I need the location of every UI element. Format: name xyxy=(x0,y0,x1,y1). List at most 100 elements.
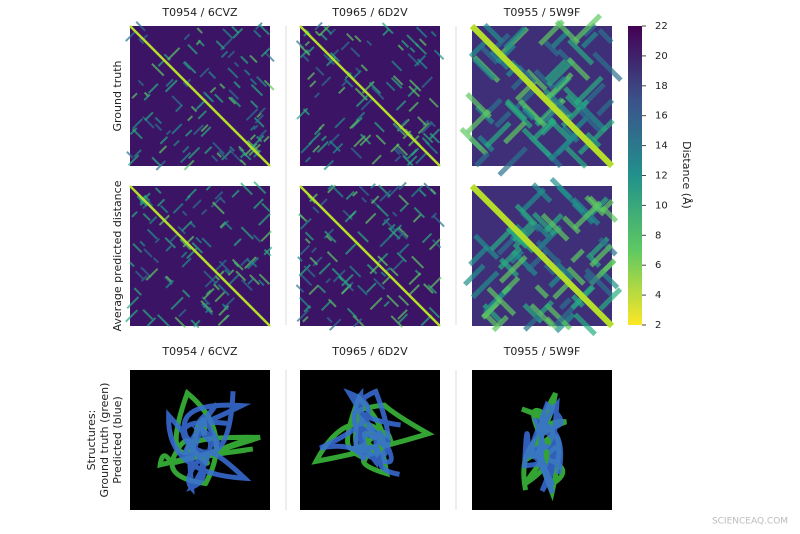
contact xyxy=(216,152,222,158)
contact xyxy=(408,85,421,98)
contact xyxy=(222,28,234,39)
contact xyxy=(410,184,424,198)
column-title: T0955 / 5W9F xyxy=(503,345,581,358)
contact xyxy=(142,212,151,222)
contact xyxy=(299,217,312,230)
structure-image xyxy=(130,370,270,510)
contact xyxy=(368,81,382,95)
contact xyxy=(325,234,333,242)
contact xyxy=(570,248,585,264)
contact xyxy=(597,28,614,45)
contact xyxy=(531,211,557,236)
contact xyxy=(263,135,270,143)
contact xyxy=(131,92,138,99)
contact xyxy=(172,202,184,214)
contact xyxy=(331,267,340,277)
contact xyxy=(320,198,328,206)
contact xyxy=(413,206,426,219)
contact xyxy=(252,124,259,131)
contact xyxy=(369,297,383,311)
contact xyxy=(151,156,162,167)
contact xyxy=(133,287,142,296)
contact xyxy=(309,256,319,266)
contact xyxy=(420,121,434,134)
contact xyxy=(549,95,571,116)
contact xyxy=(195,236,202,244)
contact xyxy=(540,212,570,242)
contact xyxy=(366,263,378,275)
contact xyxy=(263,79,275,91)
contact xyxy=(598,287,623,311)
contact xyxy=(327,184,334,191)
contact xyxy=(134,270,144,280)
contact xyxy=(428,306,441,319)
contact xyxy=(166,47,181,61)
contact xyxy=(548,131,579,162)
contact xyxy=(318,262,332,275)
diagonal xyxy=(299,185,441,327)
contact xyxy=(193,124,204,136)
contact xyxy=(165,78,174,87)
contact xyxy=(231,189,240,198)
contact xyxy=(398,194,410,206)
contact xyxy=(385,81,396,92)
contact xyxy=(398,313,409,324)
contact xyxy=(202,91,215,103)
contact xyxy=(518,98,547,128)
contact xyxy=(429,132,441,144)
contact xyxy=(201,237,212,248)
contact xyxy=(182,81,189,88)
contact xyxy=(346,307,358,319)
contact xyxy=(228,89,240,100)
contact xyxy=(320,299,333,312)
contact xyxy=(165,275,173,283)
row-label: Structures: xyxy=(85,410,98,471)
contact xyxy=(559,297,572,311)
contact xyxy=(393,148,401,156)
contact xyxy=(173,139,180,147)
contact xyxy=(196,27,203,34)
contact xyxy=(395,146,408,160)
column-title: T0965 / 6D2V xyxy=(331,6,408,19)
contact xyxy=(221,303,229,311)
contact xyxy=(298,264,312,277)
contact xyxy=(308,284,320,296)
contact xyxy=(214,190,224,200)
contact xyxy=(239,159,247,166)
contact xyxy=(224,268,230,275)
contact xyxy=(374,121,385,133)
contact xyxy=(142,309,154,320)
contact xyxy=(321,76,332,87)
contact xyxy=(133,149,142,158)
contact xyxy=(521,127,552,158)
contact xyxy=(211,201,225,215)
contact xyxy=(227,50,236,59)
contact xyxy=(481,298,503,320)
contact xyxy=(359,134,372,147)
contact xyxy=(240,55,249,65)
contact xyxy=(325,277,331,284)
contact xyxy=(258,273,271,285)
contact xyxy=(260,47,271,58)
tick-label: 8 xyxy=(655,230,661,241)
contact xyxy=(468,245,490,267)
contact xyxy=(231,258,244,271)
tick-label: 18 xyxy=(655,81,668,92)
contact xyxy=(303,304,311,313)
contact xyxy=(175,104,184,113)
contact xyxy=(432,215,445,228)
contact xyxy=(584,267,613,297)
contact xyxy=(427,284,438,295)
contact xyxy=(146,228,158,240)
contact xyxy=(355,94,369,108)
contact xyxy=(370,183,376,189)
contact xyxy=(256,76,268,88)
contact xyxy=(315,66,325,76)
contact xyxy=(257,129,268,139)
contact xyxy=(338,86,346,95)
contact xyxy=(254,114,265,124)
contact xyxy=(523,312,543,332)
diagonal xyxy=(129,25,271,167)
contact xyxy=(183,60,197,74)
contact xyxy=(599,198,615,214)
